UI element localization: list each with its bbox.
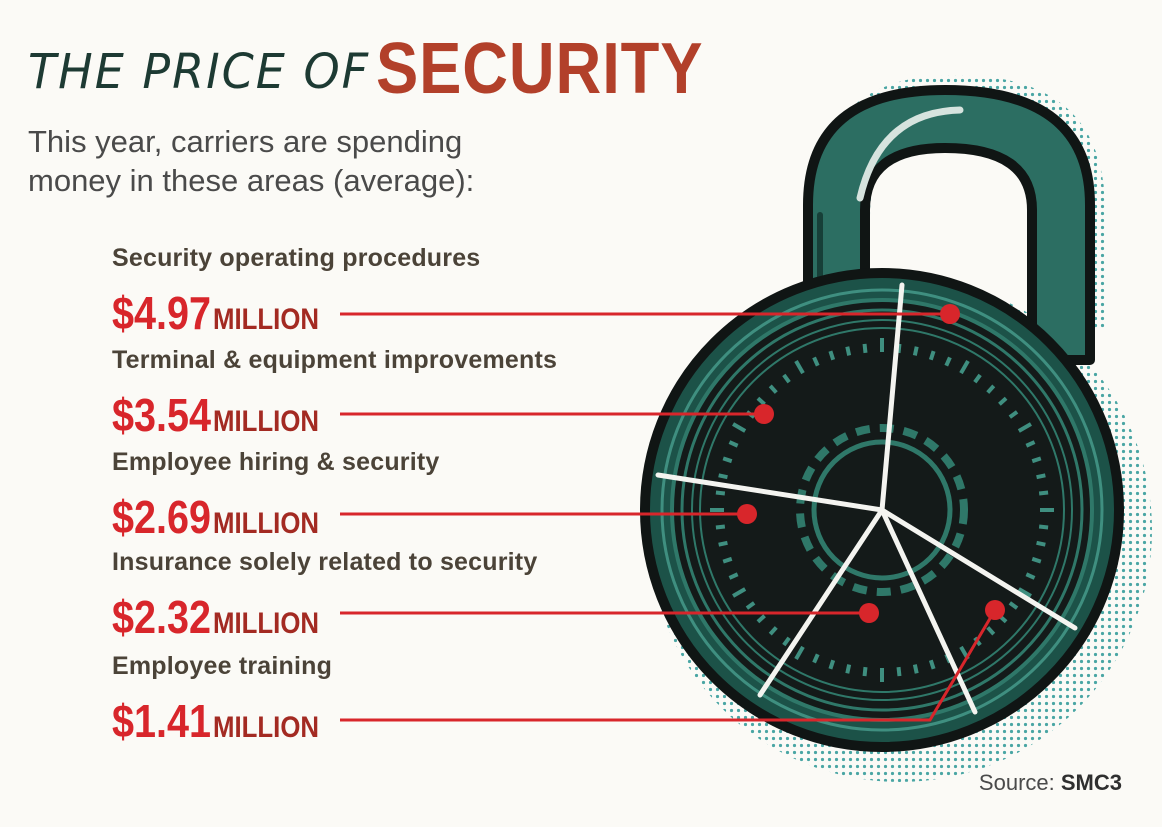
dial-tick (828, 659, 836, 670)
dial-tick (782, 636, 791, 647)
source-label: Source: (978, 770, 1055, 795)
value-amount: $2.69 (112, 491, 212, 543)
title-accent: SECURITY (376, 29, 704, 109)
dial-tick (728, 572, 739, 580)
value-unit: MILLION (213, 607, 320, 640)
leader-dot (754, 404, 774, 424)
dial-tick (912, 346, 919, 356)
dial-tick (1017, 587, 1032, 598)
leader-dot (985, 600, 1005, 620)
dial-tick (1025, 440, 1036, 448)
value-label: $4.97MILLION (112, 286, 336, 340)
dial-tick (896, 666, 902, 677)
dial-tick (782, 373, 791, 384)
value-amount: $2.32 (112, 591, 212, 643)
dial-tick (862, 666, 868, 677)
leader-dot (859, 603, 879, 623)
value-label: $2.69MILLION (112, 490, 336, 544)
dial-tick (732, 587, 747, 598)
value-label: $2.32MILLION (112, 590, 336, 644)
dial-tick (896, 343, 902, 354)
dial-tick (912, 664, 919, 674)
dial-tick (728, 440, 739, 448)
value-label: $1.41MILLION (112, 694, 336, 748)
dial-tick (986, 384, 996, 394)
category-label: Employee hiring & security (112, 448, 440, 476)
dial-tick (998, 396, 1008, 406)
dial-tick (1038, 490, 1049, 496)
crack-lines (655, 282, 1078, 715)
dial-tick (973, 373, 982, 384)
page-title: THE PRICE OFSECURITY (28, 28, 748, 110)
dial-tick (718, 473, 728, 480)
dial-tick (812, 653, 820, 664)
value-label: $3.54MILLION (112, 388, 336, 442)
subtitle: This year, carriers are spending money i… (28, 124, 475, 198)
dial-tick (1036, 473, 1046, 480)
dial-tick (794, 645, 805, 660)
dial-tick (1038, 524, 1049, 530)
dial-tick (768, 384, 778, 394)
value-amount: $4.97 (112, 287, 212, 339)
dial-tick (828, 350, 836, 361)
dial-tick (845, 664, 852, 674)
category-label: Security operating procedures (112, 244, 481, 272)
source-name: SMC3 (1060, 770, 1122, 795)
dial-tick (794, 360, 805, 375)
dial-tick (756, 396, 766, 406)
dial-tick (718, 540, 728, 547)
dial-tick (722, 556, 733, 564)
dial-tick (745, 601, 756, 610)
dial-tick (944, 356, 952, 367)
value-amount: $1.41 (112, 695, 212, 747)
dial-tick (1036, 540, 1046, 547)
category-label: Employee training (112, 652, 333, 680)
value-amount: $3.54 (112, 389, 212, 441)
dial-tick (812, 356, 820, 367)
dial-tick (845, 346, 852, 356)
dial-tick (715, 524, 726, 530)
leader-dot (940, 304, 960, 324)
dial-tick (756, 614, 766, 624)
leader-lines (340, 304, 1005, 722)
dial-tick (1017, 422, 1032, 433)
dial-tick (986, 626, 996, 636)
leader-dot (737, 504, 757, 524)
category-label: Terminal & equipment improvements (112, 346, 558, 374)
dial-tick (928, 659, 936, 670)
dial-tick (715, 490, 726, 496)
dial-tick (928, 350, 936, 361)
dial-tick (959, 360, 970, 375)
category-label: Insurance solely related to security (112, 548, 538, 576)
source-credit: Source: SMC3 (979, 770, 1122, 796)
value-unit: MILLION (213, 303, 320, 336)
shackle (803, 85, 1095, 365)
dial-tick (1008, 601, 1019, 610)
value-unit: MILLION (213, 405, 320, 438)
dial-tick (1025, 572, 1036, 580)
dial-tick (768, 626, 778, 636)
dial-tick (722, 456, 733, 464)
dial-tick (862, 343, 868, 354)
dial-tick (1031, 456, 1042, 464)
value-unit: MILLION (213, 711, 320, 744)
leader-line (340, 609, 997, 722)
title-prefix: THE PRICE OF (28, 42, 371, 100)
dial-tick (1031, 556, 1042, 564)
dial-tick (732, 422, 747, 433)
dial-tick (1008, 410, 1019, 419)
value-unit: MILLION (213, 507, 320, 540)
